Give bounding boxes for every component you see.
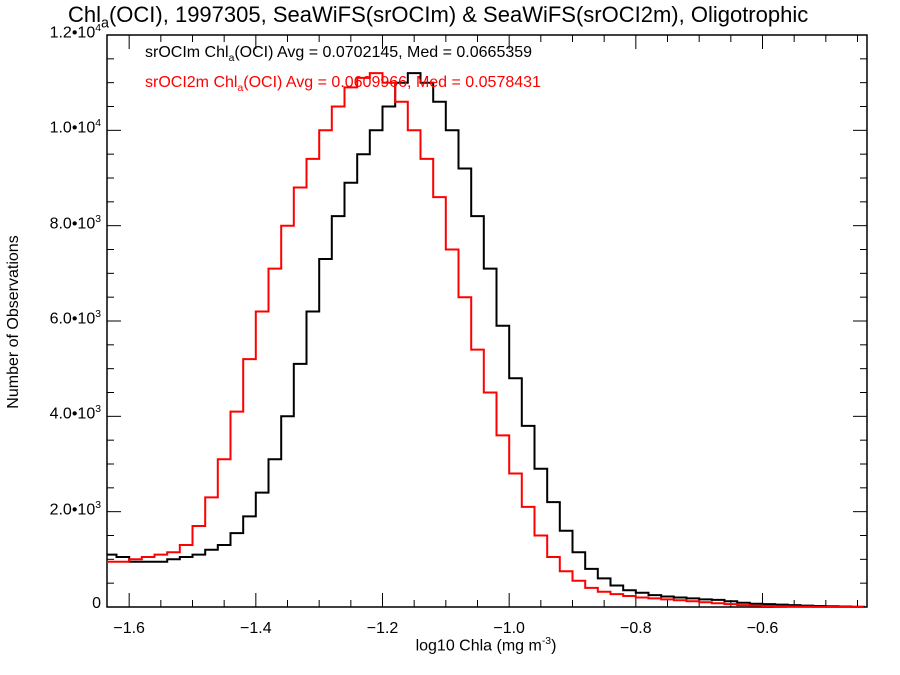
x-tick-label: −1.4 xyxy=(240,620,272,637)
series-layer xyxy=(107,72,865,608)
y-tick-label: 4.0•103 xyxy=(49,404,101,423)
chart-title-container: Chla(OCI), 1997305, SeaWiFS(srOCIm) & Se… xyxy=(0,0,900,36)
y-tick-label: 8.0•103 xyxy=(49,213,101,232)
y-tick-label: 1.2•104 xyxy=(49,23,101,42)
x-axis-label: log10 Chla (mg m-3) xyxy=(415,636,557,655)
y-tick-label: 6.0•103 xyxy=(49,309,101,328)
plot-frame xyxy=(106,34,868,608)
legend-entry-srOCI2m: srOCI2m Chla(OCI) Avg = 0.0609966, Med =… xyxy=(145,74,541,95)
y-axis-label: Number of Observations xyxy=(5,235,22,409)
y-tick-label: 0 xyxy=(92,595,101,612)
y-tick-label: 1.0•104 xyxy=(49,118,101,137)
y-tick-label: 2.0•103 xyxy=(49,499,101,518)
tick-marks xyxy=(107,34,867,608)
legend-entry-srOCIm: srOCIm Chla(OCI) Avg = 0.0702145, Med = … xyxy=(145,44,533,65)
series-line-srOCIm xyxy=(107,72,865,608)
series-line-srOCI2m xyxy=(107,72,864,608)
x-tick-label: −0.8 xyxy=(620,620,652,637)
chart-title: Chla(OCI), 1997305, SeaWiFS(srOCIm) & Se… xyxy=(68,2,809,32)
x-tick-label: −1.0 xyxy=(493,620,525,637)
x-tick-label: −1.2 xyxy=(366,620,399,637)
x-tick-label: −0.6 xyxy=(746,620,779,637)
x-tick-label: −1.6 xyxy=(113,620,145,637)
